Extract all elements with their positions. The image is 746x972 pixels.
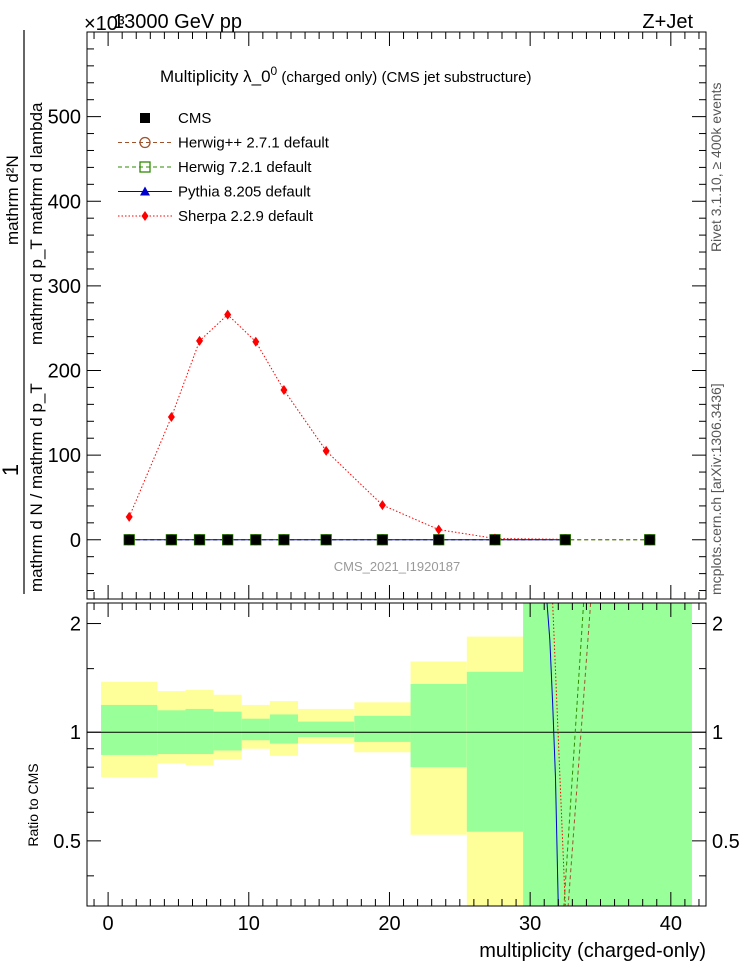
y-tick-label: 200 [48,361,81,383]
data-point [167,412,175,423]
data-point [252,336,260,347]
x-tick-label: 40 [660,913,682,935]
x-tick-label: 10 [238,913,260,935]
data-point [196,335,204,346]
data-point [222,534,233,545]
data-point [644,534,655,545]
legend-label: Herwig 7.2.1 default [178,159,312,176]
data-point [433,534,444,545]
main-y-axis-label: 1 mathrm d N / mathrm d p_T mathrm d²N m… [0,30,46,594]
legend-label: Herwig++ 2.7.1 default [178,135,330,152]
data-point [194,534,205,545]
data-point [378,500,386,511]
data-point [124,534,135,545]
ratio-y-tick-label: 1 [70,722,81,744]
x-tick-label: 20 [378,913,400,935]
y-tick-label: 100 [48,445,81,467]
ylabel-frac-num: mathrm d²N [3,155,22,245]
legend-label: Pythia 8.205 default [178,184,311,201]
data-point [489,534,500,545]
y-tick-label: 300 [48,276,81,298]
y-tick-label: 0 [70,530,81,552]
ratio-y-tick-label-right: 0.5 [712,831,740,853]
legend-label: Sherpa 2.2.9 default [178,208,314,225]
legend-marker [141,211,149,221]
data-point [560,534,571,545]
ratio-y-axis-label: Ratio to CMS [25,763,41,846]
ratio-inner-band [213,711,242,751]
rivet-label: Rivet 3.1.10, ≥ 400k events [708,82,724,252]
x-axis-label: multiplicity (charged-only) [479,940,706,962]
data-point [322,445,330,456]
x-tick-label: 0 [103,913,114,935]
series-line [128,313,566,540]
legend-marker [139,161,151,173]
ratio-inner-band [298,721,355,737]
analysis-watermark: CMS_2021_I1920187 [334,559,461,574]
ratio-inner-band [354,715,411,742]
chart-title: Multiplicity λ_00 (charged only) (CMS je… [160,64,532,86]
mcplots-label: mcplots.cern.ch [arXiv:1306.3436] [708,383,724,595]
legend: CMS Herwig++ 2.7.1 default Herwig 7.2.1 de… [118,110,330,225]
data-point [377,534,388,545]
data-point [166,534,177,545]
legend-marker [140,186,150,196]
y-tick-label: 500 [48,107,81,129]
header-collision-label: 13000 GeV pp [113,11,242,33]
data-point [125,511,133,522]
x-tick-label: 30 [519,913,541,935]
ratio-y-tick-label-right: 2 [712,614,723,636]
ratio-curve [546,602,559,907]
ratio-curve [552,602,566,907]
ratio-panel: 0.5 0.5 1 1 2 2 0 10 20 30 40 [53,602,740,935]
legend-marker [140,113,150,123]
data-point [321,534,332,545]
ratio-y-tick-label: 0.5 [53,831,81,853]
data-point [435,524,443,535]
main-panel: 0 100 200 300 400 500 [48,31,707,600]
ratio-y-tick-label-right: 1 [712,722,723,744]
ratio-inner-band [269,714,299,744]
legend-marker [139,136,151,149]
header-process-label: Z+Jet [642,11,693,33]
ratio-inner-band [523,603,692,906]
ylabel-numerator: 1 [0,464,23,476]
data-point [224,309,232,320]
ratio-frame [86,602,707,907]
ratio-inner-band [410,683,467,768]
ylabel-frac-den: mathrm d p_T mathrm d lambda [27,102,46,345]
ratio-curve [563,602,585,907]
ratio-inner-band [241,718,270,741]
exponent-label: ×10³ [84,13,125,35]
data-point [250,534,261,545]
ratio-inner-band [185,708,214,755]
main-frame [86,31,707,600]
y-tick-label: 400 [48,191,81,213]
ylabel-denominator: mathrm d N / mathrm d p_T [27,383,46,592]
data-point [280,384,288,395]
legend-label: CMS [178,110,211,127]
ratio-y-tick-label: 2 [70,614,81,636]
ratio-inner-band [101,704,158,755]
ratio-curve [567,602,592,907]
ratio-inner-band [466,671,524,832]
data-point [278,534,289,545]
